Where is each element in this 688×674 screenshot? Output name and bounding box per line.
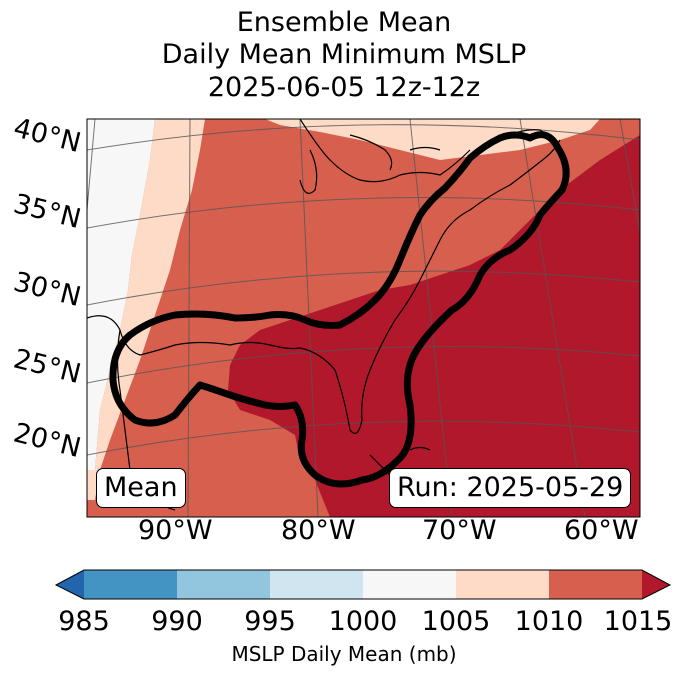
contour-line [109,131,570,488]
colorbar-tick: 990 [151,606,203,637]
map-plot-area [87,119,640,517]
map-frame [86,118,641,518]
title-line-1: Ensemble Mean [236,7,452,38]
colorbar-segment-1010 [549,570,642,599]
colorbar-outline [54,569,672,600]
colorbar-segment-995 [270,570,363,599]
colorbar-tick: 1010 [514,606,584,637]
mean-label-box: Mean [96,468,186,508]
field-1005-1010-north [265,119,600,160]
lon-label-90w: 90°W [138,515,213,546]
colorbar-segment-1000 [363,570,456,599]
lon-label-70w: 70°W [422,515,497,546]
colorbar-segment-1005 [456,570,549,599]
title-line-3: 2025-06-05 12z-12z [207,72,481,103]
colorbar-tick: 1015 [603,606,673,637]
field-above-1005-left [87,119,155,500]
title-line-2: Daily Mean Minimum MSLP [161,39,527,70]
colorbar-extend-high [642,570,670,599]
colorbar-tick: 995 [244,606,296,637]
colorbar-extend-low [56,570,84,599]
colorbar-tick: 1005 [421,606,491,637]
lon-label-60w: 60°W [564,515,639,546]
graticule [87,119,640,517]
colorbar-label: MSLP Daily Mean (mb) [231,642,457,666]
colorbar [54,569,672,600]
colorbar-tick: 1000 [328,606,398,637]
lon-label-80w: 80°W [281,515,356,546]
colorbar-segment-985 [84,570,177,599]
colorbar-tick: 985 [58,606,110,637]
run-date-box: Run: 2025-05-29 [389,468,632,508]
colorbar-segment-990 [177,570,270,599]
